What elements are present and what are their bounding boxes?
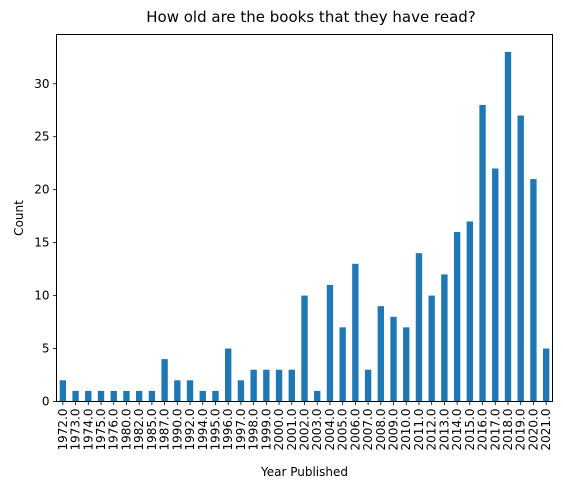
chart-title: How old are the books that they have rea… [146, 8, 476, 26]
x-tick-label: 2018.0 [501, 409, 515, 451]
x-tick-label: 2015.0 [463, 409, 477, 451]
x-tick-label: 2010.0 [399, 409, 413, 451]
x-tick-label: 1992.0 [183, 409, 197, 451]
y-tick-label: 10 [34, 289, 49, 303]
y-tick-label: 20 [34, 183, 49, 197]
bar-2012.0 [428, 295, 435, 402]
bar-2020.0 [530, 179, 537, 402]
x-tick-label: 1997.0 [234, 409, 248, 451]
bar-1990.0 [174, 380, 181, 402]
bar-1995.0 [212, 390, 219, 402]
bar-2007.0 [364, 369, 372, 402]
bars-group [59, 51, 550, 402]
bar-2021.0 [542, 348, 550, 402]
x-tick-label: 1980.0 [119, 409, 133, 451]
x-tick-label: 1985.0 [145, 409, 159, 451]
bar-2006.0 [352, 263, 359, 402]
bar-1987.0 [161, 359, 168, 402]
x-axis: 1972.01973.01974.01975.01976.01980.01982… [56, 401, 553, 451]
x-axis-title: Year Published [260, 465, 348, 479]
y-axis-title: Count [12, 200, 26, 236]
x-tick-label: 2009.0 [387, 409, 401, 451]
bar-2019.0 [517, 115, 524, 402]
x-tick-label: 1999.0 [259, 409, 273, 451]
bar-1994.0 [199, 390, 206, 402]
bar-2004.0 [326, 284, 334, 402]
y-tick-label: 5 [42, 342, 50, 356]
x-tick-label: 2012.0 [425, 409, 439, 451]
x-tick-label: 1973.0 [69, 409, 83, 451]
y-tick-label: 30 [34, 77, 49, 91]
bar-1974.0 [85, 390, 92, 402]
bar-2017.0 [492, 168, 499, 402]
bar-2015.0 [466, 221, 474, 402]
bar-2016.0 [479, 104, 486, 402]
x-tick-label: 2017.0 [488, 409, 502, 451]
plot-frame [56, 34, 553, 402]
x-tick-label: 2001.0 [285, 409, 299, 451]
bar-2002.0 [301, 295, 308, 402]
bar-2000.0 [275, 369, 283, 402]
x-tick-label: 1976.0 [107, 409, 121, 451]
bar-2010.0 [403, 327, 410, 402]
bar-1999.0 [263, 369, 270, 402]
x-tick-label: 2003.0 [310, 409, 324, 451]
bar-1997.0 [237, 380, 245, 402]
bar-1998.0 [250, 369, 257, 402]
bar-2013.0 [441, 274, 448, 402]
y-axis: 0 5 10 15 20 25 30 [34, 77, 57, 409]
bar-1982.0 [135, 390, 143, 402]
bar-2003.0 [314, 390, 321, 402]
x-tick-label: 2005.0 [336, 409, 350, 451]
bar-2018.0 [504, 51, 512, 402]
bar-1996.0 [225, 348, 232, 402]
y-tick-label: 25 [34, 130, 49, 144]
x-tick-label: 2016.0 [476, 409, 490, 451]
bar-2001.0 [288, 369, 295, 402]
x-tick-label: 2013.0 [437, 409, 451, 451]
x-tick-label: 2004.0 [323, 409, 337, 451]
x-tick-label: 2019.0 [514, 409, 528, 451]
x-tick-label: 1982.0 [132, 409, 146, 451]
x-tick-label: 2011.0 [412, 409, 426, 451]
y-tick-label: 15 [34, 236, 49, 250]
x-tick-label: 1990.0 [170, 409, 184, 451]
x-tick-label: 2021.0 [539, 409, 553, 451]
x-tick-label: 2008.0 [374, 409, 388, 451]
bar-1975.0 [97, 390, 105, 402]
bar-2005.0 [339, 327, 346, 402]
x-tick-label: 1995.0 [208, 409, 222, 451]
bar-1992.0 [186, 380, 194, 402]
bar-2009.0 [390, 316, 397, 402]
x-tick-label: 2006.0 [348, 409, 362, 451]
x-tick-label: 2014.0 [450, 409, 464, 451]
bar-1985.0 [148, 390, 156, 402]
bar-1972.0 [59, 380, 67, 402]
x-tick-label: 2002.0 [298, 409, 312, 451]
bar-1976.0 [110, 390, 117, 402]
x-tick-label: 1998.0 [247, 409, 261, 451]
x-tick-label: 2007.0 [361, 409, 375, 451]
y-tick-label: 0 [42, 395, 50, 409]
bar-1980.0 [123, 390, 130, 402]
bar-1973.0 [72, 390, 79, 402]
x-tick-label: 2020.0 [526, 409, 540, 451]
bar-2011.0 [415, 253, 423, 402]
x-tick-label: 1987.0 [158, 409, 172, 451]
x-tick-label: 1975.0 [94, 409, 108, 451]
x-tick-label: 1974.0 [81, 409, 95, 451]
x-tick-label: 2000.0 [272, 409, 286, 451]
bar-2014.0 [453, 232, 461, 402]
x-tick-label: 1996.0 [221, 409, 235, 451]
x-tick-label: 1994.0 [196, 409, 210, 451]
bar-2008.0 [377, 306, 384, 402]
x-tick-label: 1972.0 [56, 409, 70, 451]
